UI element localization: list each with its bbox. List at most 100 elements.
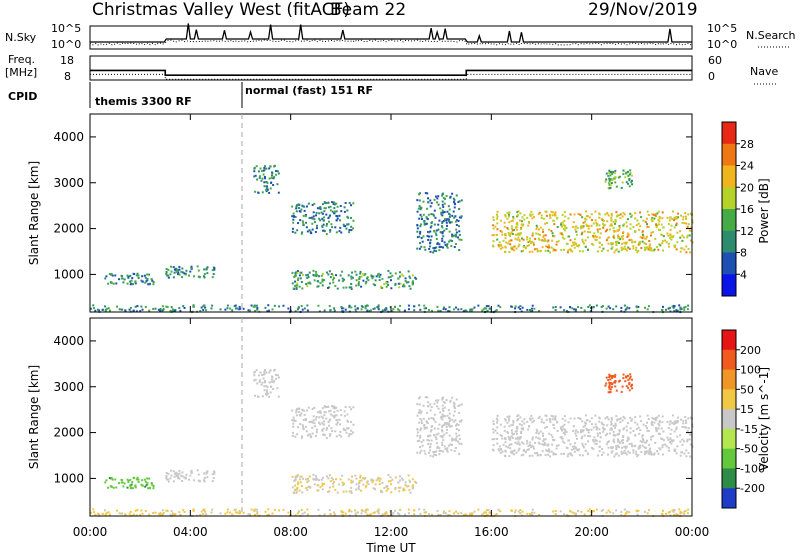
velocity-cell: [609, 382, 612, 385]
power-cell: [305, 274, 308, 277]
y-tick-label: 1000: [53, 267, 84, 281]
power-cell: [691, 241, 694, 244]
power-cell: [375, 275, 378, 278]
power-cell: [323, 279, 326, 282]
velocity-cell: [537, 417, 540, 420]
velocity-cell: [630, 419, 633, 422]
velocity-cell: [632, 451, 635, 454]
velocity-cell: [314, 434, 317, 437]
velocity-cell: [449, 399, 452, 402]
velocity-cell: [436, 401, 439, 404]
velocity-cell: [126, 478, 129, 481]
velocity-cell: [366, 508, 369, 511]
power-cell: [448, 230, 451, 233]
power-cell: [441, 240, 444, 243]
velocity-cell: [620, 510, 623, 513]
power-cell: [612, 170, 615, 173]
velocity-cell: [530, 511, 533, 514]
power-cell: [449, 239, 452, 242]
power-cell: [92, 304, 95, 307]
velocity-cell: [339, 423, 342, 426]
velocity-cell: [628, 511, 631, 514]
power-cell: [531, 304, 534, 307]
velocity-cell: [526, 440, 529, 443]
velocity-cell: [575, 437, 578, 440]
power-cell: [582, 242, 585, 245]
power-cell: [354, 308, 357, 311]
power-cell: [347, 216, 350, 219]
velocity-cell: [165, 475, 168, 478]
power-cell: [211, 269, 214, 272]
velocity-cell: [329, 409, 332, 412]
velocity-cell: [662, 430, 665, 433]
velocity-cell: [576, 431, 579, 434]
power-cell: [607, 242, 610, 245]
velocity-cell: [604, 434, 607, 437]
power-cell: [439, 231, 442, 234]
velocity-cell: [394, 476, 397, 479]
velocity-cell: [494, 429, 497, 432]
power-cell: [414, 276, 417, 279]
power-cell: [340, 306, 343, 309]
power-cell: [610, 182, 613, 185]
power-cell: [612, 220, 615, 223]
power-cell: [336, 287, 339, 290]
velocity-cell: [614, 424, 617, 427]
velocity-cell: [317, 489, 320, 492]
velocity-cell: [618, 379, 621, 382]
power-colorbar-label: Power [dB]: [757, 178, 771, 243]
velocity-cell: [427, 442, 430, 445]
velocity-cell: [586, 429, 589, 432]
power-cell: [451, 235, 454, 238]
velocity-cell: [614, 375, 617, 378]
velocity-cell: [427, 417, 430, 420]
power-cell: [499, 306, 502, 309]
velocity-cell: [531, 417, 534, 420]
power-cell: [593, 232, 596, 235]
power-cell: [610, 218, 613, 221]
power-cell: [433, 223, 436, 226]
noise-right-tick-bottom: 10^0: [707, 38, 737, 51]
velocity-cell: [458, 420, 461, 423]
velocity-cell: [563, 423, 566, 426]
power-cell: [604, 180, 607, 183]
power-cell: [234, 307, 237, 310]
velocity-cell: [613, 381, 616, 384]
power-cell: [291, 215, 294, 218]
velocity-cell: [612, 424, 615, 427]
power-cell: [630, 238, 633, 241]
power-cell: [584, 217, 587, 220]
power-cell: [509, 243, 512, 246]
velocity-cell: [111, 478, 114, 481]
power-cell: [685, 222, 688, 225]
velocity-cell: [455, 439, 458, 442]
power-cell: [296, 279, 299, 282]
power-cell: [517, 236, 520, 239]
velocity-cell: [647, 452, 650, 455]
power-cell: [640, 216, 643, 219]
velocity-cell: [613, 441, 616, 444]
velocity-cell: [669, 514, 672, 517]
velocity-cell: [348, 490, 351, 493]
velocity-cell: [531, 444, 534, 447]
power-cell: [567, 249, 570, 252]
velocity-cell: [528, 454, 531, 457]
power-cell: [668, 306, 671, 309]
power-cell: [670, 224, 673, 227]
power-cell: [517, 232, 520, 235]
velocity-cell: [336, 409, 339, 412]
power-cell: [526, 236, 529, 239]
velocity-cell: [430, 439, 433, 442]
velocity-cell: [292, 416, 295, 419]
velocity-cell: [429, 449, 432, 452]
power-cell: [402, 274, 405, 277]
power-cell: [335, 202, 338, 205]
velocity-cell: [265, 391, 268, 394]
power-cell: [497, 244, 500, 247]
colorbar-segment: [722, 428, 736, 450]
velocity-cell: [135, 514, 138, 517]
colorbar-frame: [721, 329, 737, 509]
velocity-cell: [537, 441, 540, 444]
velocity-cell: [198, 480, 201, 483]
velocity-cell: [306, 477, 309, 480]
